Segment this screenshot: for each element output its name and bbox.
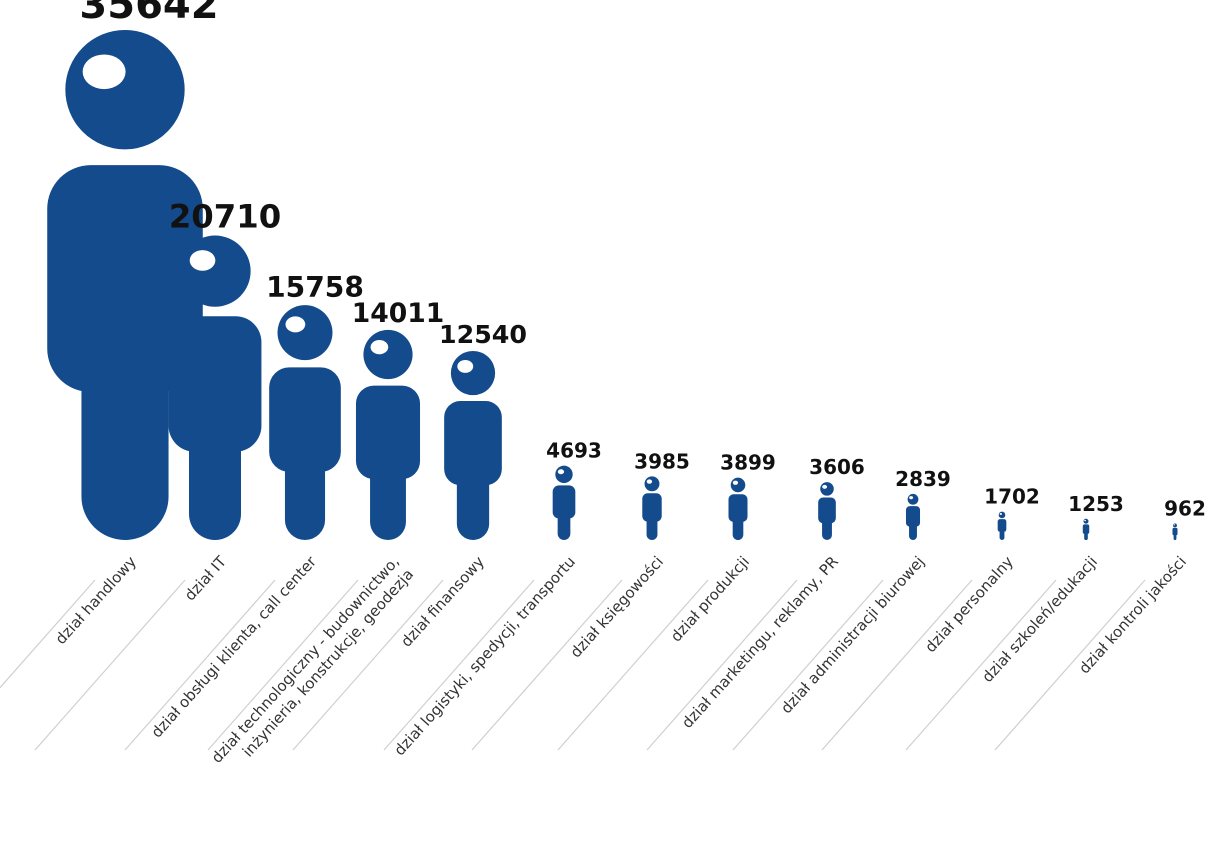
person-icon (728, 477, 748, 540)
category-label: dział handlowy (52, 553, 140, 648)
value-label: 3899 (720, 451, 776, 475)
person-icon (355, 329, 421, 540)
person-icon (997, 511, 1007, 540)
category-label: dział księgowości (567, 553, 667, 662)
value-label: 4693 (546, 439, 602, 463)
separator-line (646, 579, 798, 751)
value-label: 35642 (79, 0, 218, 28)
person-icon (47, 30, 203, 540)
separator-line (124, 579, 276, 751)
person-icon (1172, 523, 1178, 540)
separator-line (905, 579, 1057, 751)
value-label: 2839 (895, 467, 951, 491)
person-icon (905, 493, 921, 540)
value-label: 3985 (634, 449, 690, 473)
category-label: dział finansowy (397, 553, 488, 651)
value-label: 962 (1164, 497, 1206, 521)
person-icon (269, 305, 341, 540)
category-label: dział administracji biurowej (777, 553, 928, 718)
separator-lines (0, 579, 1146, 751)
person-icon (552, 465, 576, 540)
value-label: 14011 (352, 298, 445, 329)
separator-line (207, 579, 359, 751)
value-label: 1702 (984, 485, 1040, 509)
separator-line (0, 579, 96, 689)
person-figures (47, 30, 1178, 540)
separator-line (994, 579, 1146, 751)
separator-line (383, 579, 535, 751)
person-icon (1082, 518, 1090, 540)
value-label: 20710 (169, 198, 281, 236)
category-label: dział technologiczny - budownictwo,inżyn… (208, 553, 417, 780)
separator-line (821, 579, 973, 751)
category-label: dział logistyki, spedycji, transportu (390, 553, 578, 760)
value-label: 1253 (1068, 492, 1124, 516)
category-label: dział marketingu, reklamy, PR (678, 553, 842, 732)
separator-line (557, 579, 709, 751)
value-label: 15758 (266, 271, 364, 304)
separator-line (34, 579, 186, 751)
separator-line (471, 579, 623, 751)
separator-line (292, 579, 444, 751)
person-icon (168, 235, 262, 540)
person-icon (818, 482, 836, 540)
category-label: dział produkcji (667, 553, 753, 646)
person-icon (642, 476, 662, 540)
value-label: 12540 (439, 320, 527, 349)
person-icon (444, 350, 502, 540)
category-label: dział IT (181, 552, 231, 604)
separator-line (732, 579, 884, 751)
value-label: 3606 (809, 455, 865, 479)
